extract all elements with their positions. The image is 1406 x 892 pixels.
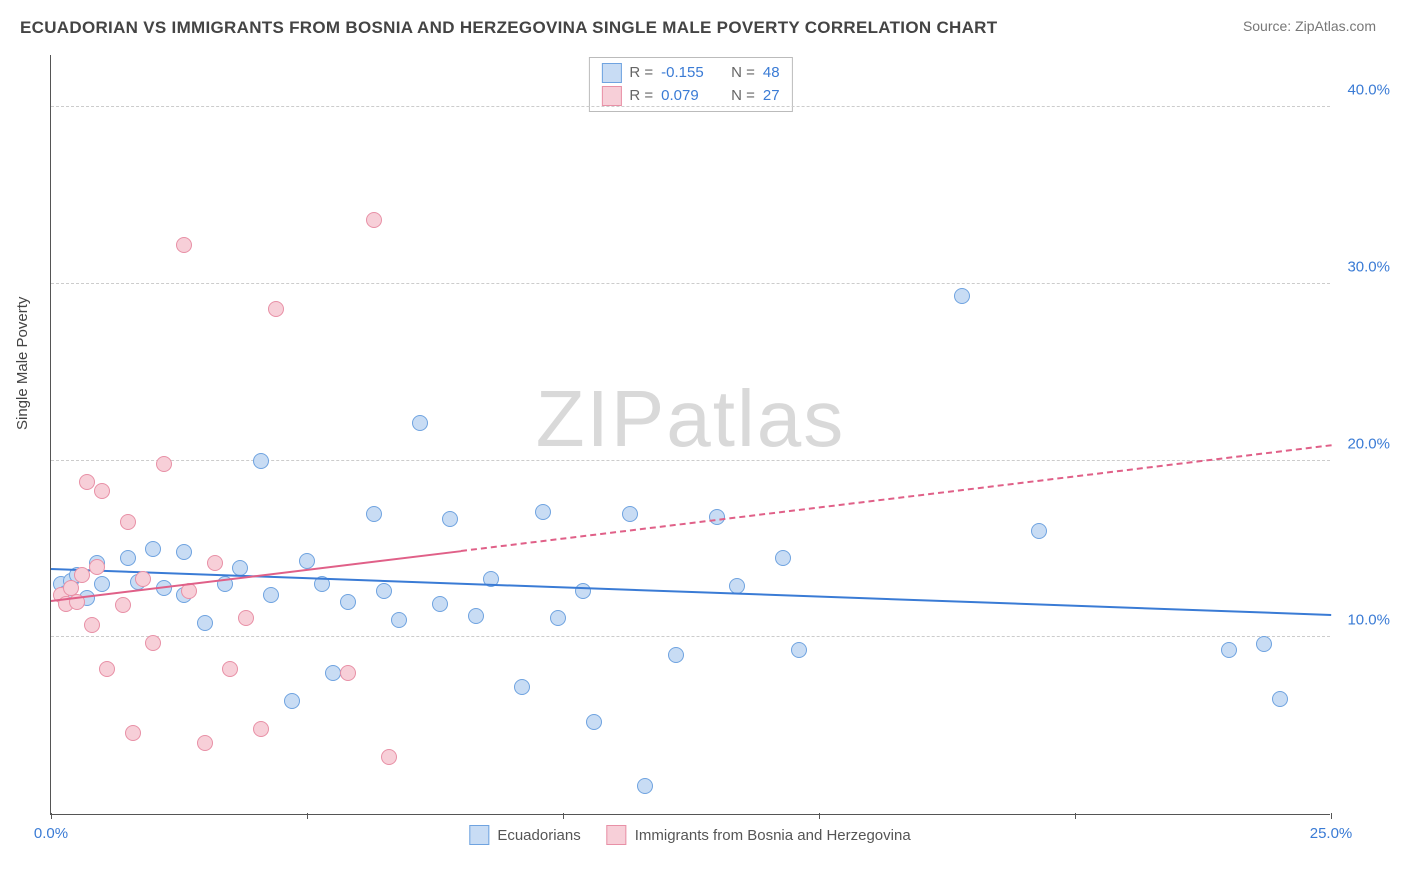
legend-row: R =-0.155N =48 [601, 62, 779, 85]
scatter-point [412, 415, 428, 431]
scatter-point [145, 635, 161, 651]
scatter-point [550, 610, 566, 626]
scatter-point [125, 725, 141, 741]
legend-label: Ecuadorians [497, 827, 580, 844]
scatter-point [1272, 691, 1288, 707]
scatter-plot: ZIPatlas R =-0.155N =48R =0.079N =27 10.… [50, 55, 1330, 815]
scatter-point [79, 474, 95, 490]
scatter-point [340, 665, 356, 681]
correlation-legend: R =-0.155N =48R =0.079N =27 [588, 57, 792, 112]
scatter-point [74, 567, 90, 583]
scatter-point [709, 509, 725, 525]
scatter-point [622, 506, 638, 522]
watermark: ZIPatlas [536, 373, 845, 465]
legend-swatch [469, 825, 489, 845]
y-tick-label: 30.0% [1347, 258, 1390, 275]
x-tick [819, 813, 820, 819]
gridline [51, 460, 1330, 461]
series-legend: Ecuadorians Immigrants from Bosnia and He… [469, 825, 910, 845]
x-tick [51, 813, 52, 819]
scatter-point [325, 665, 341, 681]
scatter-point [253, 453, 269, 469]
scatter-point [432, 596, 448, 612]
scatter-point [222, 661, 238, 677]
scatter-point [1221, 642, 1237, 658]
x-tick [563, 813, 564, 819]
trend-line [460, 444, 1331, 552]
scatter-point [253, 721, 269, 737]
x-tick [1331, 813, 1332, 819]
scatter-point [145, 541, 161, 557]
scatter-point [381, 749, 397, 765]
scatter-point [575, 583, 591, 599]
scatter-point [1256, 636, 1272, 652]
gridline [51, 283, 1330, 284]
y-axis-label: Single Male Poverty [14, 297, 31, 430]
scatter-point [586, 714, 602, 730]
gridline [51, 106, 1330, 107]
y-tick-label: 40.0% [1347, 82, 1390, 99]
scatter-point [197, 735, 213, 751]
scatter-point [791, 642, 807, 658]
scatter-point [94, 576, 110, 592]
y-tick-label: 20.0% [1347, 435, 1390, 452]
scatter-point [514, 679, 530, 695]
scatter-point [176, 237, 192, 253]
scatter-point [207, 555, 223, 571]
legend-swatch [601, 63, 621, 83]
scatter-point [120, 550, 136, 566]
x-tick [307, 813, 308, 819]
scatter-point [535, 504, 551, 520]
scatter-point [197, 615, 213, 631]
legend-item: Immigrants from Bosnia and Herzegovina [607, 825, 911, 845]
scatter-point [775, 550, 791, 566]
trend-line [51, 550, 461, 602]
scatter-point [1031, 523, 1047, 539]
scatter-point [99, 661, 115, 677]
scatter-point [366, 212, 382, 228]
scatter-point [89, 559, 105, 575]
scatter-point [366, 506, 382, 522]
scatter-point [376, 583, 392, 599]
x-tick-label: 25.0% [1310, 825, 1353, 842]
scatter-point [442, 511, 458, 527]
chart-source: Source: ZipAtlas.com [1243, 18, 1376, 34]
legend-label: Immigrants from Bosnia and Herzegovina [635, 827, 911, 844]
gridline [51, 636, 1330, 637]
scatter-point [954, 288, 970, 304]
legend-swatch [601, 86, 621, 106]
x-tick [1075, 813, 1076, 819]
scatter-point [94, 483, 110, 499]
scatter-point [263, 587, 279, 603]
scatter-point [468, 608, 484, 624]
chart-title: ECUADORIAN VS IMMIGRANTS FROM BOSNIA AND… [20, 18, 997, 38]
scatter-point [340, 594, 356, 610]
scatter-point [284, 693, 300, 709]
scatter-point [84, 617, 100, 633]
legend-item: Ecuadorians [469, 825, 580, 845]
scatter-point [668, 647, 684, 663]
scatter-point [176, 544, 192, 560]
scatter-point [299, 553, 315, 569]
scatter-point [120, 514, 136, 530]
scatter-point [391, 612, 407, 628]
scatter-point [156, 456, 172, 472]
scatter-point [238, 610, 254, 626]
scatter-point [268, 301, 284, 317]
legend-row: R =0.079N =27 [601, 85, 779, 108]
y-tick-label: 10.0% [1347, 612, 1390, 629]
scatter-point [637, 778, 653, 794]
trend-line [51, 568, 1331, 616]
scatter-point [115, 597, 131, 613]
legend-swatch [607, 825, 627, 845]
scatter-point [135, 571, 151, 587]
x-tick-label: 0.0% [34, 825, 68, 842]
